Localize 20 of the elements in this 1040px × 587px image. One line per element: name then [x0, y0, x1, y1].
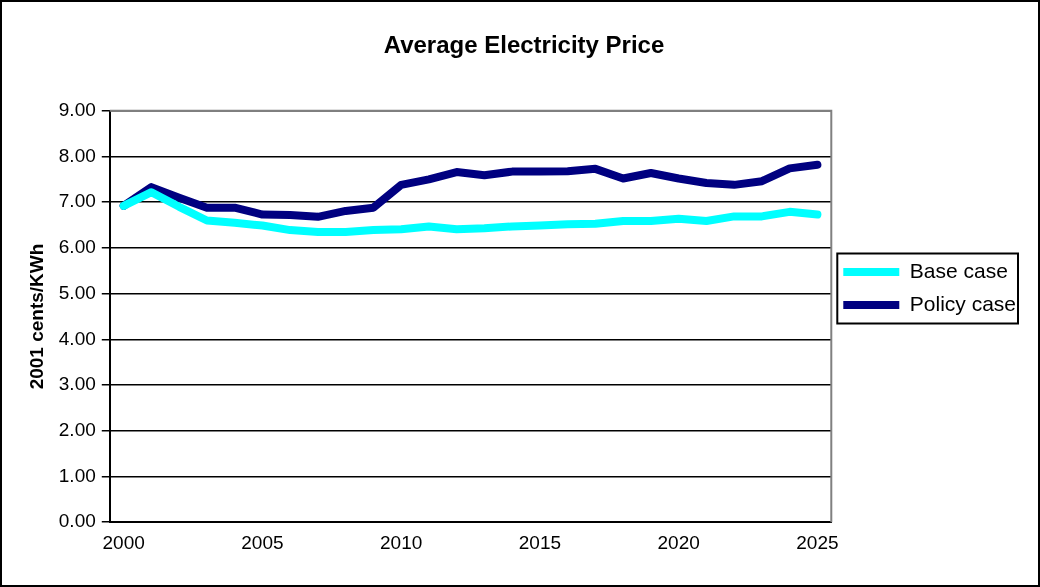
- x-tick-label: 2010: [380, 531, 423, 553]
- legend-label: Base case: [909, 258, 1008, 282]
- y-tick-label: 8.00: [58, 144, 96, 166]
- y-tick-label: 2.00: [58, 419, 96, 441]
- y-tick-label: 6.00: [58, 236, 96, 258]
- x-tick-label: 2020: [657, 531, 700, 553]
- x-tick-label: 2005: [241, 531, 284, 553]
- y-tick-label: 1.00: [58, 464, 96, 486]
- y-axis-title: 2001 cents/KWh: [25, 243, 47, 390]
- y-tick-label: 5.00: [58, 281, 96, 303]
- chart-title: Average Electricity Price: [383, 31, 665, 59]
- x-tick-label: 2015: [518, 531, 562, 553]
- y-tick-label: 4.00: [58, 327, 96, 349]
- y-tick-label: 0.00: [58, 510, 96, 532]
- x-tick-label: 2025: [796, 531, 839, 553]
- legend-label: Policy case: [909, 291, 1017, 315]
- x-tick-label: 2000: [102, 531, 145, 553]
- y-tick-label: 9.00: [58, 99, 96, 121]
- y-tick-label: 3.00: [58, 373, 96, 395]
- y-tick-label: 7.00: [58, 190, 96, 212]
